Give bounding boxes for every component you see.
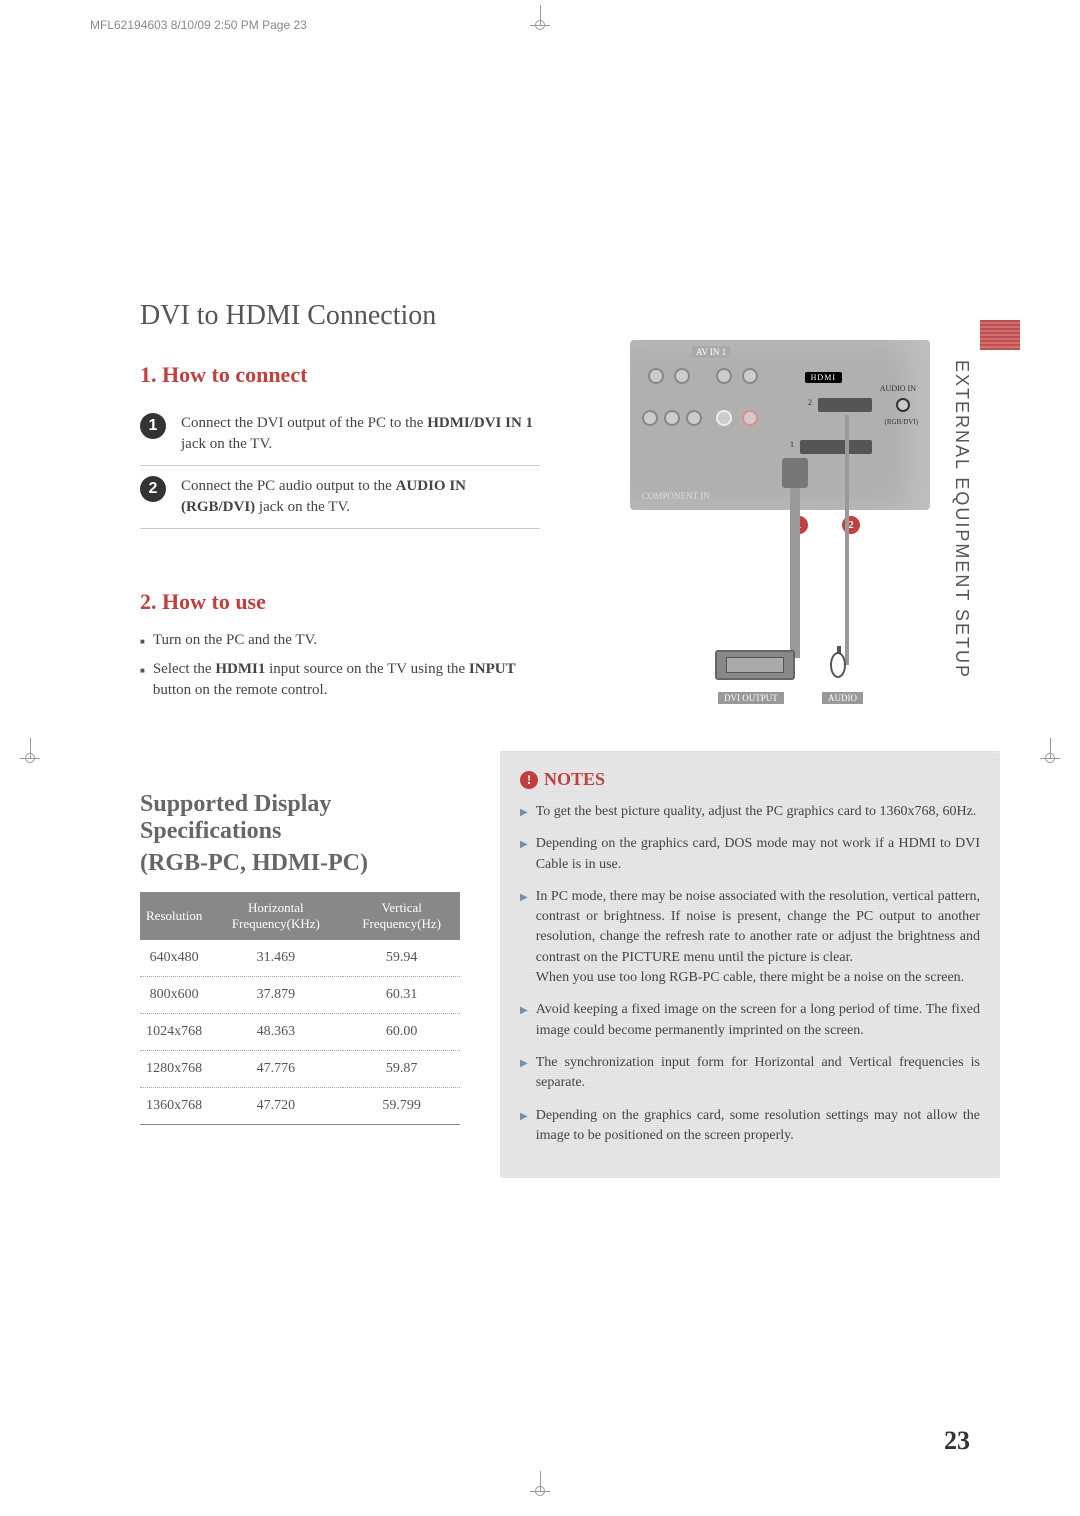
note-item: The synchronization input form for Horiz… bbox=[520, 1053, 980, 1094]
audio-label: AUDIO bbox=[822, 692, 863, 704]
crop-mark-left bbox=[20, 738, 40, 778]
table-cell: 31.469 bbox=[208, 940, 343, 977]
av-in-label: AV IN 1 bbox=[692, 346, 730, 358]
specs-column: Supported Display Specifications (RGB-PC… bbox=[140, 751, 460, 1178]
table-cell: 1024x768 bbox=[140, 1014, 208, 1051]
note-item: Depending on the graphics card, some res… bbox=[520, 1106, 980, 1147]
specs-table: Resolution Horizontal Frequency(KHz) Ver… bbox=[140, 892, 460, 1125]
dvi-output-label: DVI OUTPUT bbox=[718, 692, 784, 704]
table-row: 640x48031.46959.94 bbox=[140, 940, 460, 977]
note-item: In PC mode, there may be noise associate… bbox=[520, 887, 980, 988]
table-cell: 800x600 bbox=[140, 977, 208, 1014]
audio-in-label: AUDIO IN bbox=[880, 384, 916, 393]
tv-back-panel: AV IN 1 COMPONENT IN HDMI AUDIO IN (RGB/… bbox=[630, 340, 930, 510]
jack-icon bbox=[642, 410, 658, 426]
print-header: MFL62194603 8/10/09 2:50 PM Page 23 bbox=[90, 18, 307, 32]
hdmi-logo-icon: HDMI bbox=[805, 372, 842, 383]
step-text: Connect the DVI output of the PC to the … bbox=[181, 413, 540, 455]
connection-diagram: AV IN 1 COMPONENT IN HDMI AUDIO IN (RGB/… bbox=[630, 340, 930, 710]
step-number-icon: 2 bbox=[140, 476, 166, 502]
manual-page: MFL62194603 8/10/09 2:50 PM Page 23 EXTE… bbox=[0, 0, 1080, 1516]
note-item: Avoid keeping a fixed image on the scree… bbox=[520, 1000, 980, 1041]
table-row: 800x60037.87960.31 bbox=[140, 977, 460, 1014]
table-cell: 60.00 bbox=[343, 1014, 460, 1051]
jack-icon bbox=[716, 410, 732, 426]
audio-plug-icon bbox=[830, 652, 846, 678]
table-cell: 37.879 bbox=[208, 977, 343, 1014]
table-cell: 47.776 bbox=[208, 1051, 343, 1088]
jack-icon bbox=[742, 410, 758, 426]
note-item: Depending on the graphics card, DOS mode… bbox=[520, 834, 980, 875]
jack-icon bbox=[664, 410, 680, 426]
audio-jack-icon bbox=[896, 398, 910, 412]
col-vertical-freq: Vertical Frequency(Hz) bbox=[343, 892, 460, 940]
table-cell: 48.363 bbox=[208, 1014, 343, 1051]
port-number: 2 bbox=[808, 398, 812, 407]
port-number: 1 bbox=[790, 440, 794, 449]
table-row: 1280x76847.77659.87 bbox=[140, 1051, 460, 1088]
table-cell: 59.87 bbox=[343, 1051, 460, 1088]
table-cell: 1280x768 bbox=[140, 1051, 208, 1088]
notes-box: NOTES To get the best picture quality, a… bbox=[500, 751, 1000, 1178]
bottom-columns: Supported Display Specifications (RGB-PC… bbox=[140, 751, 1000, 1178]
page-title: DVI to HDMI Connection bbox=[140, 300, 1000, 332]
component-in-label: COMPONENT IN bbox=[638, 490, 714, 502]
step-number-icon: 1 bbox=[140, 413, 166, 439]
table-cell: 59.799 bbox=[343, 1088, 460, 1125]
connect-step: 2 Connect the PC audio output to the AUD… bbox=[140, 466, 540, 529]
specs-heading-line1: Supported Display Specifications bbox=[140, 791, 460, 845]
list-item: Select the HDMI1 input source on the TV … bbox=[140, 659, 520, 701]
table-cell: 59.94 bbox=[343, 940, 460, 977]
col-horizontal-freq: Horizontal Frequency(KHz) bbox=[208, 892, 343, 940]
crop-mark-top bbox=[530, 5, 550, 45]
hdmi-port-icon bbox=[818, 398, 872, 412]
jack-icon bbox=[674, 368, 690, 384]
hdmi-cable bbox=[790, 458, 800, 658]
notes-heading: NOTES bbox=[520, 769, 980, 790]
connect-step: 1 Connect the DVI output of the PC to th… bbox=[140, 403, 540, 466]
col-resolution: Resolution bbox=[140, 892, 208, 940]
notes-column: NOTES To get the best picture quality, a… bbox=[500, 751, 1000, 1178]
hdmi-plug-icon bbox=[782, 458, 808, 488]
table-cell: 47.720 bbox=[208, 1088, 343, 1125]
how-to-use-list: Turn on the PC and the TV. Select the HD… bbox=[140, 630, 520, 701]
rgb-dvi-label: (RGB/DVI) bbox=[885, 418, 918, 426]
jack-icon bbox=[716, 368, 732, 384]
table-row: 1024x76848.36360.00 bbox=[140, 1014, 460, 1051]
specs-heading-line2: (RGB-PC, HDMI-PC) bbox=[140, 850, 460, 877]
crop-mark-bottom bbox=[530, 1471, 550, 1511]
jack-icon bbox=[742, 368, 758, 384]
table-row: 1360x76847.72059.799 bbox=[140, 1088, 460, 1125]
notes-list: To get the best picture quality, adjust … bbox=[520, 802, 980, 1146]
thumb-tab bbox=[980, 320, 1020, 350]
table-cell: 640x480 bbox=[140, 940, 208, 977]
hdmi-port-icon bbox=[800, 440, 872, 454]
jack-icon bbox=[686, 410, 702, 426]
section-side-title: EXTERNAL EQUIPMENT SETUP bbox=[951, 360, 972, 679]
table-cell: 60.31 bbox=[343, 977, 460, 1014]
step-text: Connect the PC audio output to the AUDIO… bbox=[181, 476, 540, 518]
jack-icon bbox=[648, 368, 664, 384]
audio-cable bbox=[845, 415, 849, 665]
dvi-connector-icon bbox=[715, 650, 795, 680]
table-cell: 1360x768 bbox=[140, 1088, 208, 1125]
crop-mark-right bbox=[1040, 738, 1060, 778]
page-number: 23 bbox=[944, 1426, 970, 1456]
note-item: To get the best picture quality, adjust … bbox=[520, 802, 980, 822]
list-item: Turn on the PC and the TV. bbox=[140, 630, 520, 651]
